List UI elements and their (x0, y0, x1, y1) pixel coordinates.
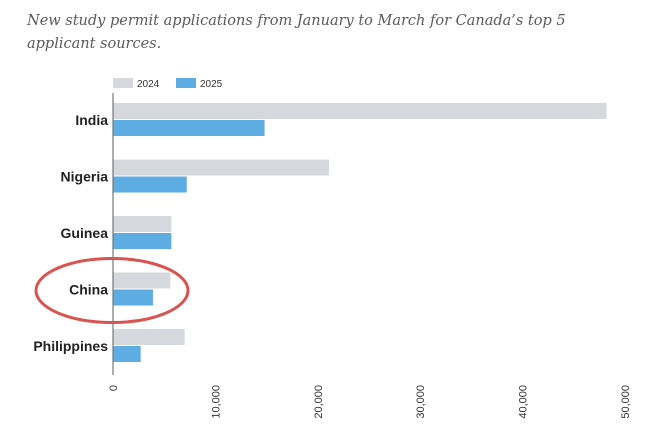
annotation-ellipse (34, 257, 190, 324)
bar-china-2025 (113, 289, 153, 306)
bar-guinea-2025 (113, 233, 172, 249)
bar-china-2024 (113, 272, 171, 289)
bar-guinea-2024 (113, 216, 172, 232)
bar-india-2025 (113, 120, 265, 136)
bar-philippines-2025 (113, 346, 141, 362)
x-tick-label: 10,000 (210, 385, 222, 419)
category-label-india: India (75, 112, 108, 128)
bar-nigeria-2024 (113, 159, 330, 176)
category-label-nigeria: Nigeria (61, 169, 109, 185)
bar-india-2024 (113, 103, 607, 119)
category-label-china: China (69, 282, 108, 298)
bar-nigeria-2025 (113, 176, 187, 193)
bar-philippines-2024 (113, 329, 185, 345)
x-tick-label: 20,000 (313, 385, 325, 419)
x-tick-label: 30,000 (415, 385, 427, 419)
legend-swatch-2025 (176, 78, 196, 88)
legend-swatch-2024 (113, 78, 133, 88)
x-tick-label: 50,000 (620, 385, 632, 419)
legend-label-2024: 2024 (137, 79, 160, 90)
chart-title: New study permit applications from Janua… (27, 13, 566, 52)
category-label-philippines: Philippines (33, 338, 108, 354)
x-tick-label: 0 (108, 385, 120, 391)
category-label-guinea: Guinea (61, 225, 109, 241)
legend-label-2025: 2025 (200, 79, 223, 90)
x-tick-label: 40,000 (518, 385, 530, 419)
